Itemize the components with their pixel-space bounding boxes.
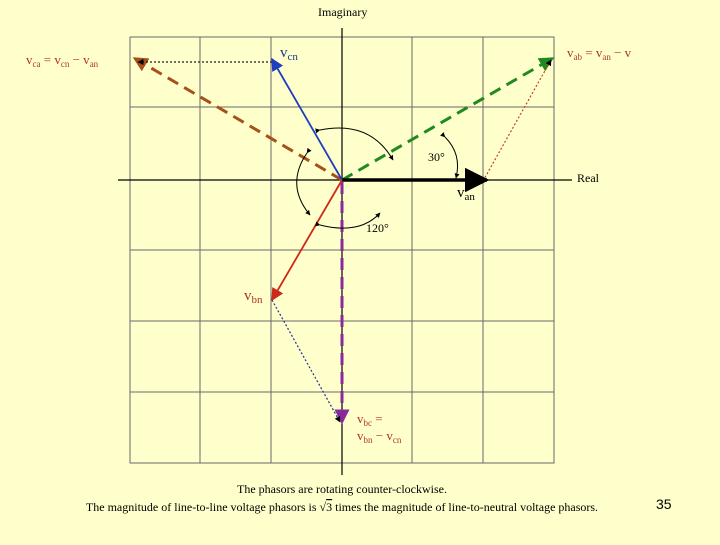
vca-label: vca = vcn − van — [26, 52, 99, 69]
vbc-label-line2: vbn − vcn — [357, 428, 402, 445]
page-number: 35 — [656, 496, 672, 512]
sqrt-symbol: √ — [320, 500, 327, 514]
vbn-label: vbn — [244, 288, 263, 306]
dotted-vab-construction — [482, 59, 552, 182]
caption-line-1: The phasors are rotating counter-clockwi… — [237, 482, 447, 496]
real-axis-label: Real — [577, 171, 600, 185]
vbc-label-line1: vbc = — [357, 411, 383, 428]
vab-phasor — [341, 56, 555, 182]
dotted-vbc-construction — [271, 299, 341, 423]
angle-arc-120-left — [296, 147, 312, 216]
angle-arc-30 — [440, 132, 460, 179]
angle-30-label: 30° — [428, 150, 445, 164]
vcn-phasor — [271, 57, 343, 181]
imaginary-axis-label: Imaginary — [318, 5, 367, 19]
caption-line-2: The magnitude of line-to-line voltage ph… — [86, 500, 598, 514]
angle-arc-120-lower — [315, 212, 381, 229]
vcn-label: vcn — [280, 45, 298, 63]
vbn-phasor — [271, 179, 343, 302]
vab-label: vab = van − v — [567, 45, 632, 62]
angle-arc-120-upper — [315, 127, 394, 161]
angle-120-label: 120° — [366, 221, 389, 235]
vca-phasor — [132, 56, 343, 182]
van-label: van — [457, 185, 475, 203]
